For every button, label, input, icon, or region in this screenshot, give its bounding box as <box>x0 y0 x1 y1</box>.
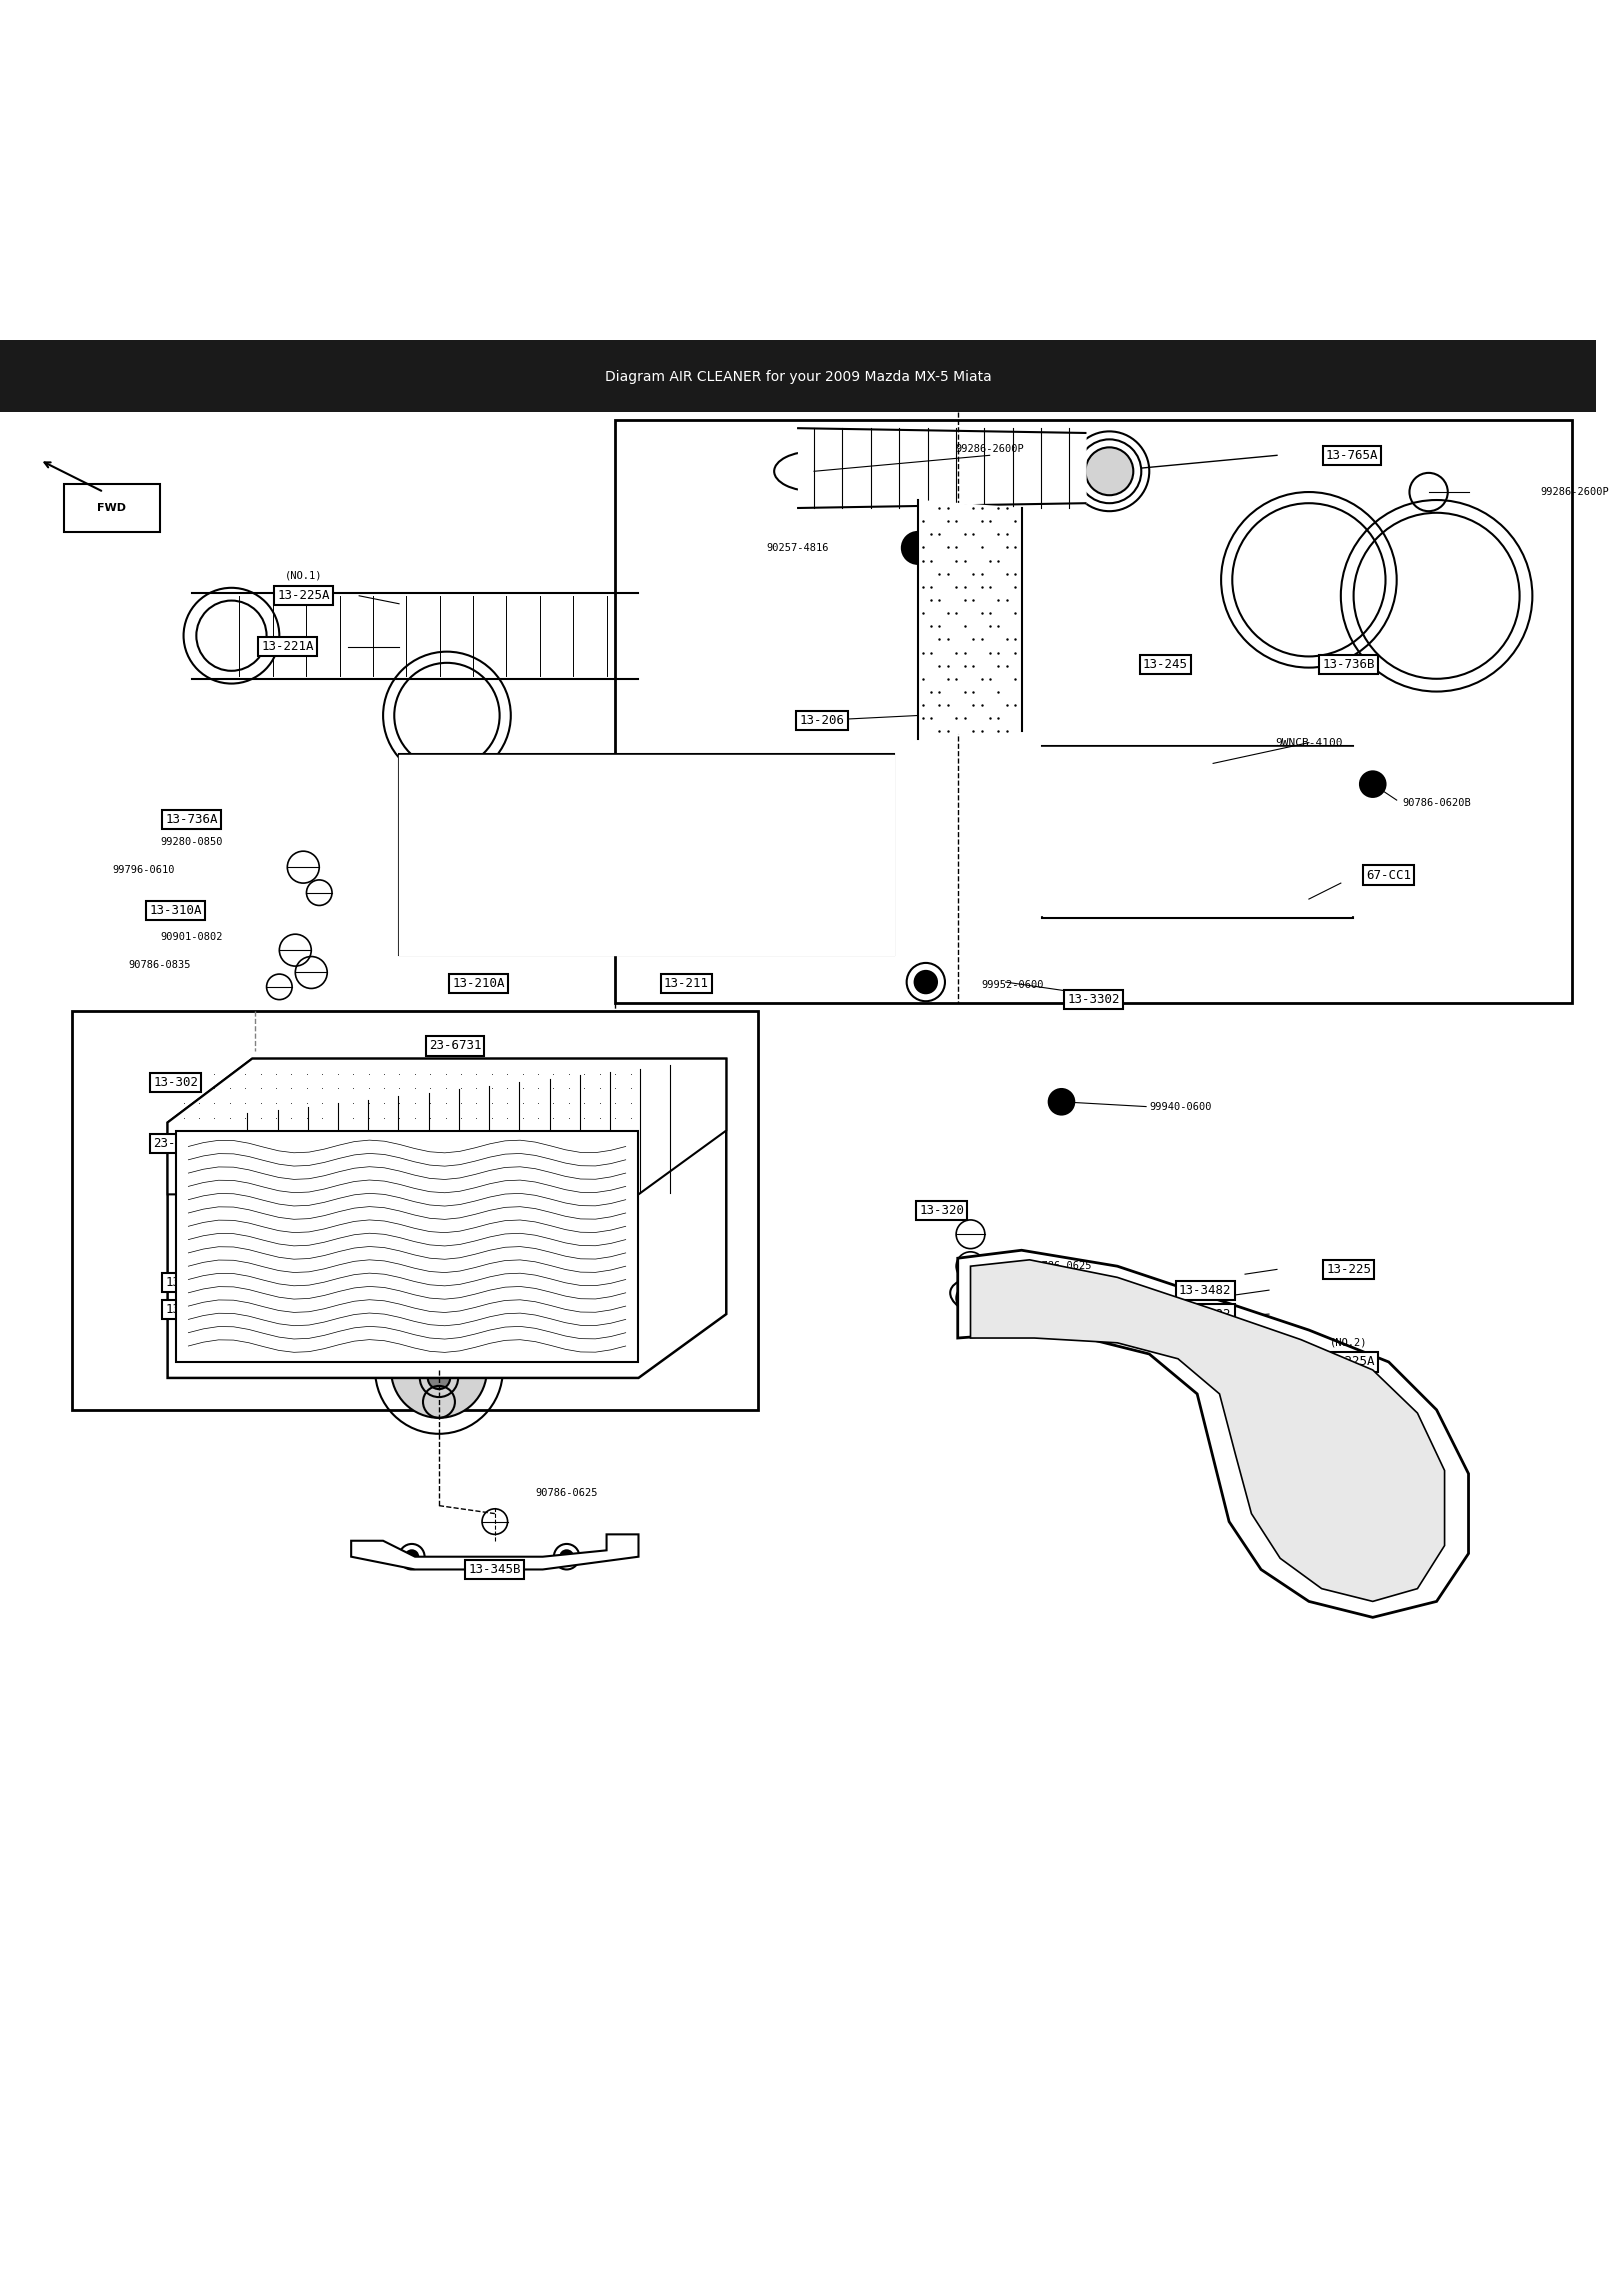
Ellipse shape <box>280 1282 300 1314</box>
Circle shape <box>914 970 937 993</box>
Text: 90901-0802: 90901-0802 <box>160 931 222 943</box>
Circle shape <box>391 1323 486 1419</box>
Text: 13-736A: 13-736A <box>165 813 217 827</box>
Text: 67-CC1: 67-CC1 <box>1367 868 1412 881</box>
Text: 15-202: 15-202 <box>368 1339 413 1353</box>
Text: 99286-2600P: 99286-2600P <box>1540 487 1610 496</box>
Text: 13-206: 13-206 <box>799 713 845 726</box>
Text: 23-603: 23-603 <box>152 1136 198 1150</box>
Circle shape <box>561 1551 574 1562</box>
Text: 9WNCB-4100: 9WNCB-4100 <box>1276 738 1342 747</box>
Text: 90257-4816: 90257-4816 <box>767 542 830 553</box>
Circle shape <box>428 1366 451 1389</box>
Text: Diagram AIR CLEANER for your 2009 Mazda MX-5 Miata: Diagram AIR CLEANER for your 2009 Mazda … <box>605 371 992 385</box>
Bar <box>1078 756 1316 852</box>
Text: 13-302: 13-302 <box>152 1077 198 1088</box>
Text: 90786-0625: 90786-0625 <box>535 1487 598 1498</box>
Polygon shape <box>167 1059 726 1195</box>
Bar <box>710 811 854 906</box>
Text: (NO.2): (NO.2) <box>1331 1339 1368 1348</box>
Text: (NO.1): (NO.1) <box>285 569 323 581</box>
Text: 13-221A: 13-221A <box>261 640 313 653</box>
Text: 90786-0620B: 90786-0620B <box>1402 799 1470 808</box>
Text: 13-736B: 13-736B <box>1323 658 1375 672</box>
Text: 13-225A: 13-225A <box>277 590 329 603</box>
Text: 13-363N: 13-363N <box>165 1275 217 1289</box>
Circle shape <box>721 911 741 931</box>
Text: 13-225: 13-225 <box>1326 1264 1371 1275</box>
Circle shape <box>405 1551 418 1562</box>
Text: FWD: FWD <box>97 503 126 512</box>
Text: 13-245: 13-245 <box>1143 658 1188 672</box>
Polygon shape <box>352 1535 639 1569</box>
Circle shape <box>802 911 822 931</box>
Text: 90786-0625: 90786-0625 <box>1029 1261 1093 1271</box>
Bar <box>614 421 1572 1002</box>
Circle shape <box>1360 772 1386 797</box>
Circle shape <box>1049 1088 1075 1113</box>
Text: 99940-0600: 99940-0600 <box>1149 1102 1213 1111</box>
Text: 99286-2600P: 99286-2600P <box>955 444 1024 453</box>
Text: 13-210A: 13-210A <box>452 977 506 990</box>
Text: 13-3382: 13-3382 <box>165 1302 217 1316</box>
Text: 13-3492: 13-3492 <box>1178 1307 1232 1321</box>
Bar <box>0 339 1597 412</box>
Polygon shape <box>175 1129 639 1362</box>
Text: 13-320: 13-320 <box>919 1205 964 1216</box>
Text: 13-765A: 13-765A <box>1326 449 1378 462</box>
Polygon shape <box>971 1259 1444 1601</box>
Circle shape <box>776 911 794 931</box>
Circle shape <box>1078 868 1109 899</box>
Circle shape <box>901 533 934 565</box>
Text: 90786-0835: 90786-0835 <box>128 959 191 970</box>
Polygon shape <box>167 1059 726 1378</box>
Text: 99952-0600: 99952-0600 <box>982 981 1044 990</box>
Text: 23-6731: 23-6731 <box>428 1038 481 1052</box>
Bar <box>686 811 879 938</box>
Text: 13-3302: 13-3302 <box>1067 993 1120 1006</box>
Circle shape <box>828 911 848 931</box>
Bar <box>399 754 893 954</box>
Text: 13-211: 13-211 <box>665 977 708 990</box>
Ellipse shape <box>274 1275 306 1323</box>
Bar <box>1042 747 1354 918</box>
Text: 13-225A: 13-225A <box>1323 1355 1375 1368</box>
Text: 99796-0610: 99796-0610 <box>112 865 175 874</box>
Circle shape <box>749 911 768 931</box>
Bar <box>71 1011 759 1409</box>
Circle shape <box>1086 446 1133 494</box>
Text: 13-345B: 13-345B <box>468 1562 520 1576</box>
Polygon shape <box>63 485 159 533</box>
Text: 99280-0850: 99280-0850 <box>160 836 222 847</box>
Polygon shape <box>958 1250 1469 1617</box>
Text: 13-310A: 13-310A <box>149 904 203 918</box>
Text: 13-3482: 13-3482 <box>1178 1284 1232 1296</box>
